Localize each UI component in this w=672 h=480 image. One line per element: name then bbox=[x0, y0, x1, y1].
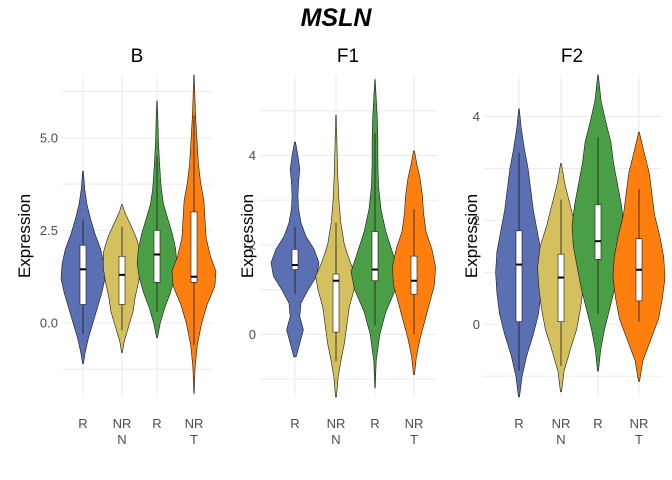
box-iqr bbox=[515, 230, 523, 322]
x-tick-label: NR bbox=[327, 416, 346, 431]
box-iqr bbox=[371, 231, 379, 282]
box-iqr bbox=[557, 253, 565, 322]
x-tick-sublabel: N bbox=[331, 432, 340, 447]
y-tick-label: 2 bbox=[473, 213, 480, 228]
x-tick-label: R bbox=[370, 416, 379, 431]
y-tick-label: 0 bbox=[473, 317, 480, 332]
box-iqr bbox=[79, 244, 87, 305]
box-iqr bbox=[291, 249, 299, 270]
y-tick-label: 4 bbox=[473, 109, 480, 124]
x-tick-sublabel: N bbox=[556, 432, 565, 447]
box-iqr bbox=[332, 273, 340, 333]
panel-title: F2 bbox=[561, 46, 583, 67]
chart-title: MSLN bbox=[301, 4, 373, 32]
y-tick-label: 5.0 bbox=[40, 130, 58, 145]
x-tick-label: NR bbox=[185, 416, 204, 431]
x-tick-sublabel: T bbox=[410, 432, 418, 447]
x-tick-label: R bbox=[152, 416, 161, 431]
x-tick-label: NR bbox=[113, 416, 132, 431]
x-tick-label: NR bbox=[630, 416, 649, 431]
box-iqr bbox=[594, 204, 602, 260]
panel-title: B bbox=[131, 46, 144, 67]
x-tick-sublabel: T bbox=[190, 432, 198, 447]
box-iqr bbox=[190, 211, 198, 283]
x-tick-label: NR bbox=[552, 416, 571, 431]
x-tick-label: NR bbox=[405, 416, 424, 431]
x-tick-label: R bbox=[593, 416, 602, 431]
x-tick-label: R bbox=[514, 416, 523, 431]
box-iqr bbox=[410, 255, 418, 295]
box-iqr bbox=[118, 256, 126, 305]
box-iqr bbox=[153, 230, 161, 283]
y-axis-label: Expression bbox=[15, 194, 34, 278]
y-tick-label: 0 bbox=[249, 327, 256, 342]
x-tick-label: R bbox=[290, 416, 299, 431]
x-tick-label: R bbox=[78, 416, 87, 431]
y-axis-label: Expression bbox=[238, 194, 257, 278]
y-tick-label: 2.5 bbox=[40, 223, 58, 238]
y-tick-label: 0.0 bbox=[40, 315, 58, 330]
x-tick-sublabel: T bbox=[635, 432, 643, 447]
y-axis-label: Expression bbox=[462, 194, 481, 278]
panel-title: F1 bbox=[337, 46, 359, 67]
y-tick-label: 2 bbox=[249, 237, 256, 252]
y-tick-label: 4 bbox=[249, 148, 256, 163]
x-tick-sublabel: N bbox=[117, 432, 126, 447]
